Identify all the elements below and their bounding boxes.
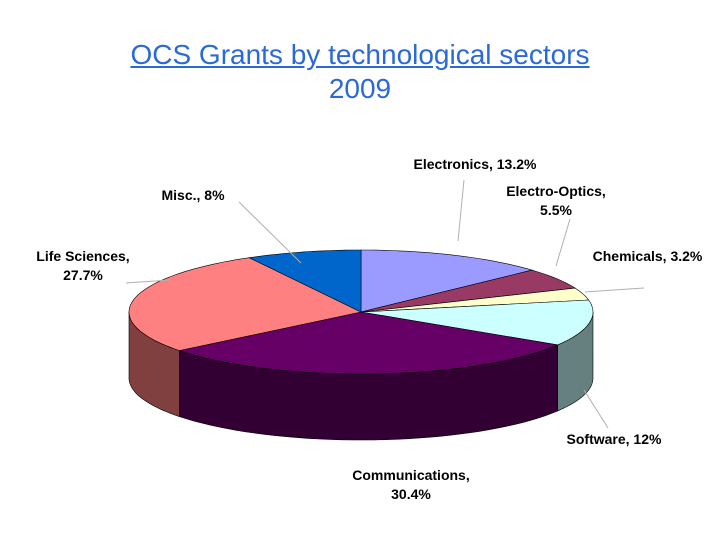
data-label-electro-optics: Electro-Optics, 5.5% bbox=[506, 183, 606, 218]
chart-title-line-1: OCS Grants by technological sectors bbox=[130, 39, 590, 70]
data-label-electro-optics-line-1: Electro-Optics, bbox=[506, 183, 606, 199]
slice-electro-optics bbox=[360, 269, 577, 313]
leader-line-misc bbox=[238, 201, 302, 264]
data-label-misc-line-1: Misc., 8% bbox=[161, 187, 225, 203]
data-label-life-sciences-line-1: Life Sciences, bbox=[36, 248, 129, 264]
data-label-misc: Misc., 8% bbox=[161, 187, 225, 203]
data-label-communications: Communications, 30.4% bbox=[352, 467, 469, 502]
leader-line-life-sciences bbox=[125, 279, 171, 284]
data-label-life-sciences-line-2: 27.7% bbox=[63, 267, 103, 283]
chart-title: OCS Grants by technological sectors 2009 bbox=[0, 38, 720, 106]
data-label-chemicals-line-1: Chemicals, 3.2% bbox=[593, 248, 703, 264]
chart-title-line-2: 2009 bbox=[328, 73, 392, 104]
slice-electronics bbox=[360, 249, 534, 313]
data-label-life-sciences: Life Sciences, 27.7% bbox=[36, 248, 129, 283]
slice-communications bbox=[178, 311, 559, 375]
slice-chemicals bbox=[360, 287, 590, 313]
data-label-communications-line-1: Communications, bbox=[352, 467, 469, 483]
leader-line-chemicals bbox=[584, 287, 645, 293]
data-label-electronics-line-1: Electronics, 13.2% bbox=[414, 156, 538, 172]
data-label-software: Software, 12% bbox=[567, 431, 662, 447]
data-label-communications-line-2: 30.4% bbox=[391, 486, 431, 502]
data-label-electro-optics-line-2: 5.5% bbox=[540, 202, 572, 218]
slice-life-sciences bbox=[128, 257, 362, 351]
data-label-software-line-1: Software, 12% bbox=[567, 431, 662, 447]
slice-software bbox=[360, 299, 594, 346]
leader-line-electro-optics bbox=[555, 218, 571, 267]
data-label-chemicals: Chemicals, 3.2% bbox=[593, 248, 703, 264]
leader-line-software bbox=[583, 389, 609, 429]
data-label-electronics: Electronics, 13.2% bbox=[414, 156, 538, 172]
slice-misc bbox=[248, 249, 362, 313]
leader-line-electronics bbox=[457, 179, 465, 242]
